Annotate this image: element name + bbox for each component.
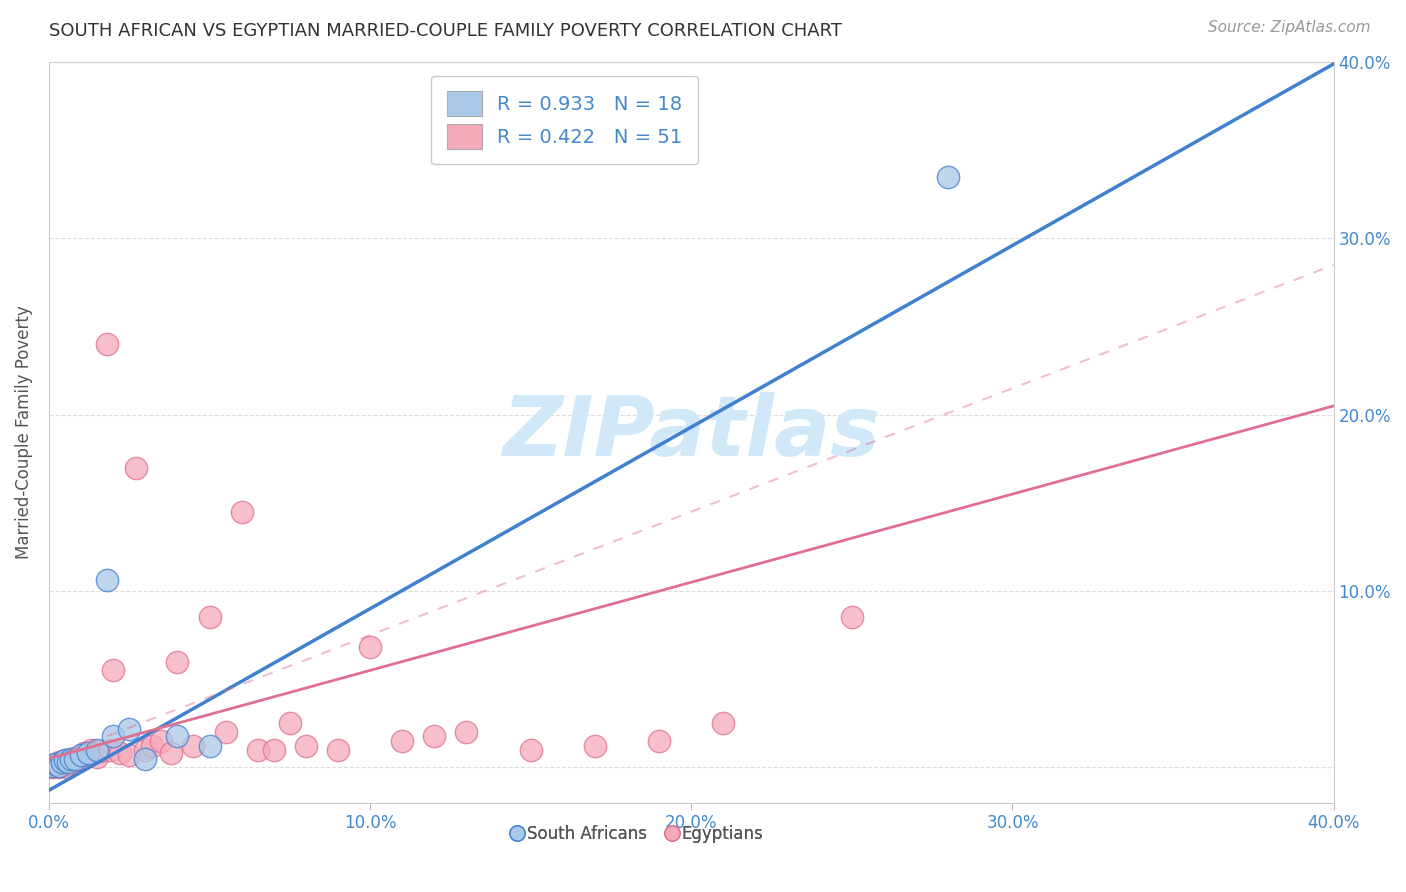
Point bbox=[44, 758, 66, 772]
Point bbox=[648, 734, 671, 748]
Point bbox=[166, 729, 188, 743]
Text: SOUTH AFRICAN VS EGYPTIAN MARRIED-COUPLE FAMILY POVERTY CORRELATION CHART: SOUTH AFRICAN VS EGYPTIAN MARRIED-COUPLE… bbox=[49, 22, 842, 40]
Point bbox=[76, 747, 98, 762]
Point bbox=[125, 460, 148, 475]
Point bbox=[295, 739, 318, 754]
Point bbox=[134, 742, 156, 756]
Point bbox=[63, 755, 86, 769]
Point bbox=[160, 746, 183, 760]
Point bbox=[359, 640, 381, 655]
Point bbox=[103, 729, 125, 743]
Point bbox=[48, 760, 70, 774]
Point bbox=[166, 655, 188, 669]
Point bbox=[134, 751, 156, 765]
Point bbox=[48, 758, 70, 772]
Point bbox=[60, 751, 83, 765]
Point bbox=[63, 751, 86, 765]
Point bbox=[423, 729, 446, 743]
Point bbox=[73, 746, 96, 760]
Point bbox=[841, 610, 863, 624]
Point bbox=[519, 742, 541, 756]
Text: ZIPatlas: ZIPatlas bbox=[502, 392, 880, 473]
Point bbox=[198, 610, 221, 624]
Point bbox=[63, 753, 86, 767]
Point bbox=[48, 755, 70, 769]
Point bbox=[41, 758, 63, 772]
Point bbox=[391, 734, 413, 748]
Point bbox=[53, 755, 76, 769]
Point bbox=[103, 664, 125, 678]
Point bbox=[41, 758, 63, 772]
Point bbox=[583, 739, 606, 754]
Legend: South Africans, Egyptians: South Africans, Egyptians bbox=[510, 819, 770, 850]
Point bbox=[118, 722, 141, 736]
Point bbox=[53, 753, 76, 767]
Point bbox=[936, 169, 959, 184]
Point bbox=[60, 751, 83, 765]
Point bbox=[96, 337, 118, 351]
Point bbox=[108, 746, 131, 760]
Text: Source: ZipAtlas.com: Source: ZipAtlas.com bbox=[1208, 20, 1371, 35]
Point bbox=[51, 758, 73, 772]
Point bbox=[58, 760, 80, 774]
Point bbox=[326, 742, 349, 756]
Point bbox=[51, 756, 73, 771]
Point bbox=[89, 744, 111, 758]
Point bbox=[44, 756, 66, 771]
Point bbox=[44, 756, 66, 771]
Point bbox=[141, 739, 163, 754]
Point bbox=[214, 725, 236, 739]
Point bbox=[198, 739, 221, 754]
Point bbox=[96, 574, 118, 588]
Point bbox=[98, 742, 121, 756]
Point bbox=[183, 739, 205, 754]
Point bbox=[278, 716, 301, 731]
Point bbox=[70, 747, 93, 762]
Point bbox=[713, 716, 735, 731]
Point bbox=[246, 742, 269, 756]
Point bbox=[66, 749, 89, 764]
Point bbox=[86, 742, 108, 756]
Point bbox=[51, 755, 73, 769]
Point bbox=[263, 742, 285, 756]
Point bbox=[231, 505, 253, 519]
Point bbox=[58, 755, 80, 769]
Point bbox=[118, 747, 141, 762]
Point bbox=[80, 742, 103, 756]
Point bbox=[456, 725, 478, 739]
Y-axis label: Married-Couple Family Poverty: Married-Couple Family Poverty bbox=[15, 305, 32, 559]
Point bbox=[58, 756, 80, 771]
Point bbox=[76, 746, 98, 760]
Point bbox=[86, 749, 108, 764]
Point bbox=[41, 760, 63, 774]
Point bbox=[53, 753, 76, 767]
Point bbox=[150, 734, 173, 748]
Point bbox=[70, 751, 93, 765]
